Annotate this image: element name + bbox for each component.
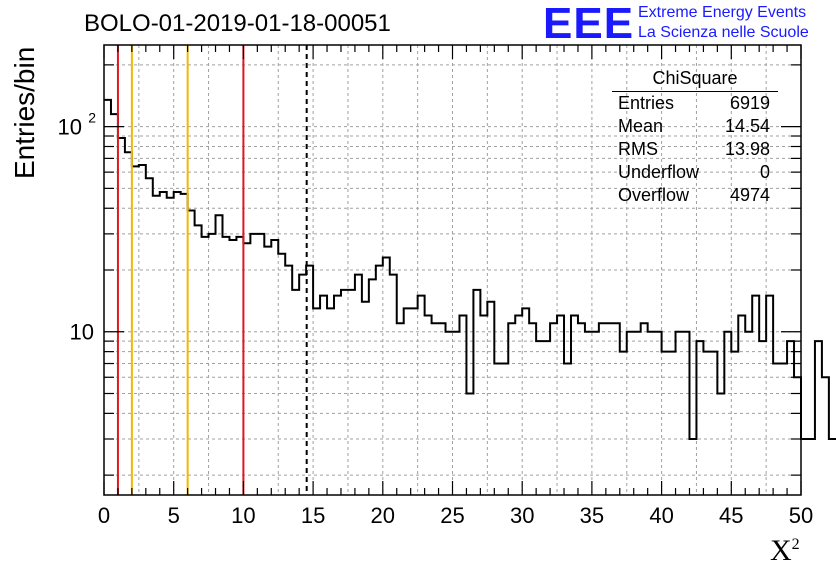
x-axis-label-symbol: X — [770, 534, 792, 567]
histogram-series — [104, 98, 836, 441]
y-axis-label: Entries/bin — [9, 46, 40, 179]
stats-row-overflow: Overflow 4974 — [612, 184, 778, 207]
stats-label: RMS — [618, 139, 658, 159]
stats-value: 14.54 — [724, 116, 770, 136]
stats-box: ChiSquare Entries 6919 Mean 14.54 RMS 13.98… — [612, 66, 778, 207]
x-tick-label: 40 — [649, 503, 673, 528]
logo-line-2: La Scienza nelle Scuole — [638, 24, 809, 41]
x-axis-label: X2 — [770, 534, 800, 568]
stats-row-mean: Mean 14.54 — [612, 115, 778, 138]
stats-row-entries: Entries 6919 — [612, 92, 778, 115]
x-tick-label: 45 — [719, 503, 743, 528]
stats-label: Underflow — [618, 162, 700, 182]
x-tick-label: 50 — [789, 503, 813, 528]
stats-value: 0 — [759, 162, 770, 182]
x-tick-label: 20 — [371, 503, 395, 528]
stats-label: Entries — [618, 93, 675, 113]
x-tick-label: 30 — [510, 503, 534, 528]
x-tick-label: 5 — [168, 503, 180, 528]
stats-value: 6919 — [729, 93, 770, 113]
eee-logo: EEE — [543, 0, 635, 48]
stats-row-underflow: Underflow 0 — [612, 161, 778, 184]
x-tick-label: 25 — [440, 503, 464, 528]
y-tick-label-exponent: 2 — [88, 110, 96, 126]
stats-label: Overflow — [618, 185, 690, 205]
x-tick-label: 10 — [231, 503, 255, 528]
y-tick-label: 10 — [58, 115, 82, 140]
chart-title: BOLO-01-2019-01-18-00051 — [84, 10, 391, 37]
stats-label: Mean — [618, 116, 664, 136]
stats-box-title: ChiSquare — [612, 66, 778, 92]
stats-row-rms: RMS 13.98 — [612, 138, 778, 161]
x-tick-label: 0 — [98, 503, 110, 528]
x-tick-label: 35 — [580, 503, 604, 528]
x-tick-label: 15 — [301, 503, 325, 528]
logo-line-1: Extreme Energy Events — [638, 4, 807, 21]
stats-value: 4974 — [729, 185, 770, 205]
stats-value: 13.98 — [724, 139, 770, 159]
x-axis-label-superscript: 2 — [791, 536, 800, 553]
y-tick-label: 10 — [70, 320, 94, 345]
